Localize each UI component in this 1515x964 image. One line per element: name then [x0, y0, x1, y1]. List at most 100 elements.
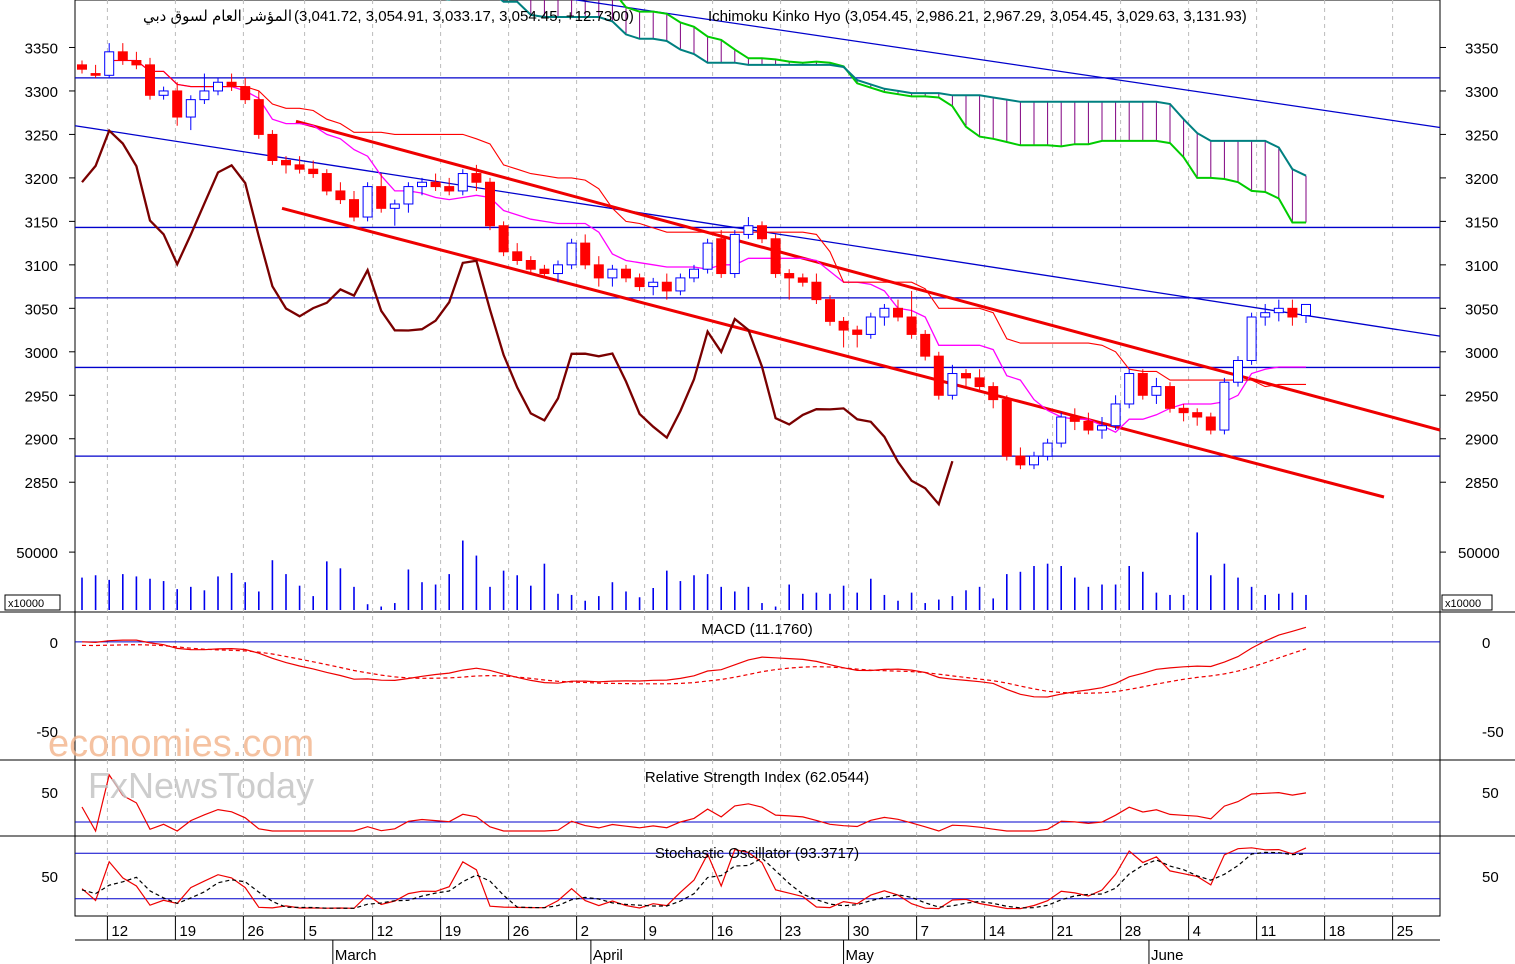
- candle-body: [1273, 307, 1284, 314]
- senkou-span-b: [444, 0, 1307, 177]
- y-tick-label-right: 3300: [1465, 84, 1498, 101]
- candle-body: [349, 199, 359, 218]
- x-tick-label: 26: [247, 923, 264, 940]
- candle-body: [226, 81, 237, 88]
- candle-body: [757, 225, 767, 240]
- candle-body: [689, 268, 699, 279]
- candle-body: [702, 242, 713, 270]
- month-label: April: [593, 947, 623, 964]
- candle-body: [281, 160, 291, 166]
- stochastic-title: Stochastic Oscillator (93.3717): [655, 845, 859, 862]
- y-tick-label-left: 2950: [25, 388, 58, 405]
- rsi-tick-left: 50: [41, 785, 58, 802]
- candle-body: [906, 316, 917, 335]
- candle-body: [457, 173, 468, 192]
- price-candles: [77, 43, 1311, 470]
- x-tick-label: 14: [989, 923, 1006, 940]
- candle-body: [838, 320, 849, 331]
- x-tick-label: 28: [1125, 923, 1142, 940]
- candle-body: [512, 251, 523, 261]
- y-tick-label-right: 3150: [1465, 214, 1498, 231]
- candle-body: [1151, 386, 1162, 396]
- month-label: June: [1151, 947, 1184, 964]
- x-tick-label: 21: [1057, 923, 1074, 940]
- y-tick-label-left: 3150: [25, 214, 58, 231]
- candle-body: [852, 329, 863, 335]
- macd-title: MACD (11.1760): [701, 621, 812, 638]
- candle-body: [1260, 312, 1271, 318]
- panel-frames: [0, 0, 1515, 941]
- y-tick-label-left: 3200: [25, 171, 58, 188]
- y-tick-label-right: 3350: [1465, 40, 1498, 57]
- candle-body: [90, 73, 101, 76]
- candle-body: [1001, 399, 1012, 457]
- candle-body: [634, 277, 645, 288]
- candle-body: [362, 186, 373, 218]
- candle-body: [770, 238, 781, 275]
- candle-body: [1233, 359, 1243, 383]
- x-tick-label: 25: [1397, 923, 1414, 940]
- candle-body: [1029, 455, 1039, 466]
- candle-body: [1042, 442, 1053, 457]
- chikou-span: [81, 128, 954, 507]
- candle-body: [865, 316, 876, 335]
- candle-body: [1137, 373, 1148, 396]
- macd-tick-left: 0: [50, 635, 58, 652]
- candle-body: [1110, 403, 1121, 427]
- candle-body: [1097, 425, 1107, 431]
- candle-body: [1015, 455, 1026, 466]
- candle-body: [621, 268, 631, 279]
- y-tick-label-right: 3000: [1465, 345, 1498, 362]
- candle-body: [403, 186, 414, 205]
- candle-body: [566, 242, 577, 266]
- candle-body: [172, 90, 183, 118]
- candle-body: [498, 225, 509, 253]
- x-tick-label: 16: [717, 923, 734, 940]
- candle-body: [1287, 307, 1298, 318]
- y-tick-label-right: 3100: [1465, 258, 1498, 275]
- channel-upper-line: [295, 119, 1441, 432]
- stochastic-tick-right: 50: [1482, 869, 1499, 886]
- candle-body: [743, 225, 754, 235]
- candle-body: [158, 90, 169, 96]
- candle-body: [185, 99, 196, 118]
- candle-body: [648, 281, 659, 288]
- rsi-title: Relative Strength Index (62.0544): [645, 769, 869, 786]
- candle-body: [729, 233, 740, 275]
- volume-bars: [81, 532, 1307, 610]
- candle-body: [1056, 416, 1067, 444]
- candle-body: [199, 90, 210, 101]
- candle-body: [947, 373, 958, 396]
- rsi-line: [81, 773, 1307, 833]
- macd-tick-left: -50: [36, 724, 58, 741]
- candle-body: [253, 99, 264, 135]
- y-tick-label-left: 2900: [25, 432, 58, 449]
- x-tick-label: 30: [853, 923, 870, 940]
- x-tick-label: 18: [1329, 923, 1346, 940]
- candle-body: [1192, 412, 1203, 418]
- candle-body: [879, 307, 890, 318]
- x-tick-label: 12: [377, 923, 394, 940]
- candle-body: [1083, 420, 1094, 431]
- candle-body: [77, 64, 87, 70]
- candle-body: [974, 377, 985, 388]
- candle-body: [961, 373, 971, 379]
- senkou-span-a: [618, 0, 1306, 224]
- candle-body: [811, 281, 822, 301]
- candle-body: [1124, 373, 1135, 405]
- support-resistance-levels: [75, 77, 1440, 457]
- candle-body: [376, 186, 387, 209]
- ichimoku-label: Ichimoku Kinko Hyo (3,054.45, 2,986.21, …: [708, 8, 1247, 25]
- instrument-label: المؤشر العام لسوق دبي: [143, 8, 292, 26]
- candle-body: [920, 333, 931, 357]
- candle-body: [716, 238, 727, 275]
- volume-multiplier-box: [4, 594, 61, 611]
- candle-body: [417, 181, 427, 188]
- ichimoku-lines: [81, 0, 1307, 507]
- month-label: May: [846, 947, 875, 964]
- candle-body: [145, 64, 155, 96]
- candle-body: [321, 173, 332, 192]
- x-tick-label: 11: [1261, 923, 1277, 940]
- trend-lines: [74, 0, 1441, 499]
